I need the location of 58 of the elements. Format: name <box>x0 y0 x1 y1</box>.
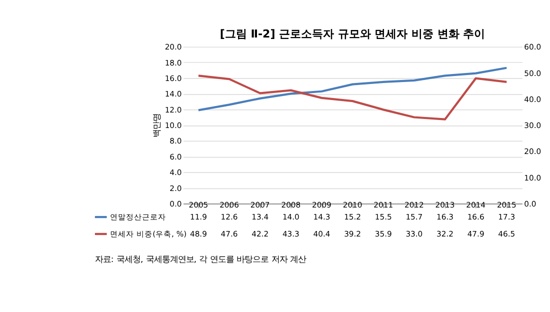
data-label: 48.9 <box>190 230 208 239</box>
x-tick-label: 2008 <box>281 200 301 210</box>
y-tick-label: 10.0 <box>164 121 182 130</box>
legend-label: 연말정산근로자 <box>110 212 166 222</box>
data-label: 15.7 <box>406 212 423 222</box>
x-tick-label: 2014 <box>466 200 486 210</box>
data-label: 14.3 <box>313 212 330 222</box>
data-label: 16.6 <box>467 212 484 222</box>
y2-tick-label: 60.0 <box>524 42 542 52</box>
data-label: 46.5 <box>498 230 516 239</box>
line-series <box>197 66 508 112</box>
data-label: 12.6 <box>220 212 238 222</box>
y-tick-label: 2.0 <box>170 184 182 193</box>
chart-title: [그림 Ⅱ-2] 근로소득자 규모와 면세자 비중 변화 추이 <box>220 27 486 40</box>
legend-label: 면세자 비중(우축, %) <box>110 230 187 239</box>
y-tick-label: 8.0 <box>170 136 182 146</box>
x-tick-label: 2010 <box>342 200 362 210</box>
y-tick-label: 14.0 <box>164 90 182 99</box>
x-tick-label: 2013 <box>435 200 455 210</box>
y-tick-label: 6.0 <box>170 152 182 162</box>
data-label: 42.2 <box>252 230 269 239</box>
y-axis-title: 백만명 <box>152 114 162 138</box>
y2-tick-label: 30.0 <box>524 121 542 130</box>
line-series <box>197 74 508 120</box>
y-tick-label: 12.0 <box>164 105 182 114</box>
data-label: 43.3 <box>282 230 300 239</box>
data-label: 13.4 <box>252 212 269 222</box>
y2-tick-label: 40.0 <box>524 94 542 104</box>
data-label: 14.0 <box>282 212 300 222</box>
data-label: 47.9 <box>467 230 484 239</box>
data-label: 35.9 <box>374 230 392 239</box>
y2-tick-label: 20.0 <box>524 147 542 156</box>
y-tick-label: 16.0 <box>164 74 182 84</box>
data-label: 32.2 <box>436 230 454 239</box>
y2-tick-label: 10.0 <box>524 173 542 182</box>
x-tick-label: 2011 <box>374 200 394 210</box>
data-label: 39.2 <box>344 230 362 239</box>
data-label: 16.3 <box>436 212 454 222</box>
x-tick-label: 2015 <box>496 200 516 210</box>
data-label: 11.9 <box>190 212 208 222</box>
x-tick-label: 2012 <box>404 200 424 210</box>
y-tick-label: 0.0 <box>170 199 182 208</box>
data-label: 40.4 <box>313 230 330 239</box>
data-label: 33.0 <box>406 230 423 239</box>
data-label: 17.3 <box>498 212 516 222</box>
y2-tick-label: 0.0 <box>524 199 536 208</box>
x-tick-label: 2007 <box>250 200 270 210</box>
x-tick-label: 2005 <box>188 200 208 210</box>
x-tick-label: 2009 <box>312 200 332 210</box>
data-label: 15.5 <box>374 212 392 222</box>
data-label: 15.2 <box>344 212 362 222</box>
data-label: 47.6 <box>220 230 238 239</box>
y2-tick-label: 50.0 <box>524 68 542 78</box>
y-tick-label: 18.0 <box>164 58 182 68</box>
y-tick-label: 20.0 <box>164 42 182 52</box>
y-tick-label: 4.0 <box>170 168 182 178</box>
text: 자료: 국세청, 국세통계연보, 각 연도를 바탕으로 저자 계산 <box>94 254 306 264</box>
x-tick-label: 2006 <box>220 200 240 210</box>
